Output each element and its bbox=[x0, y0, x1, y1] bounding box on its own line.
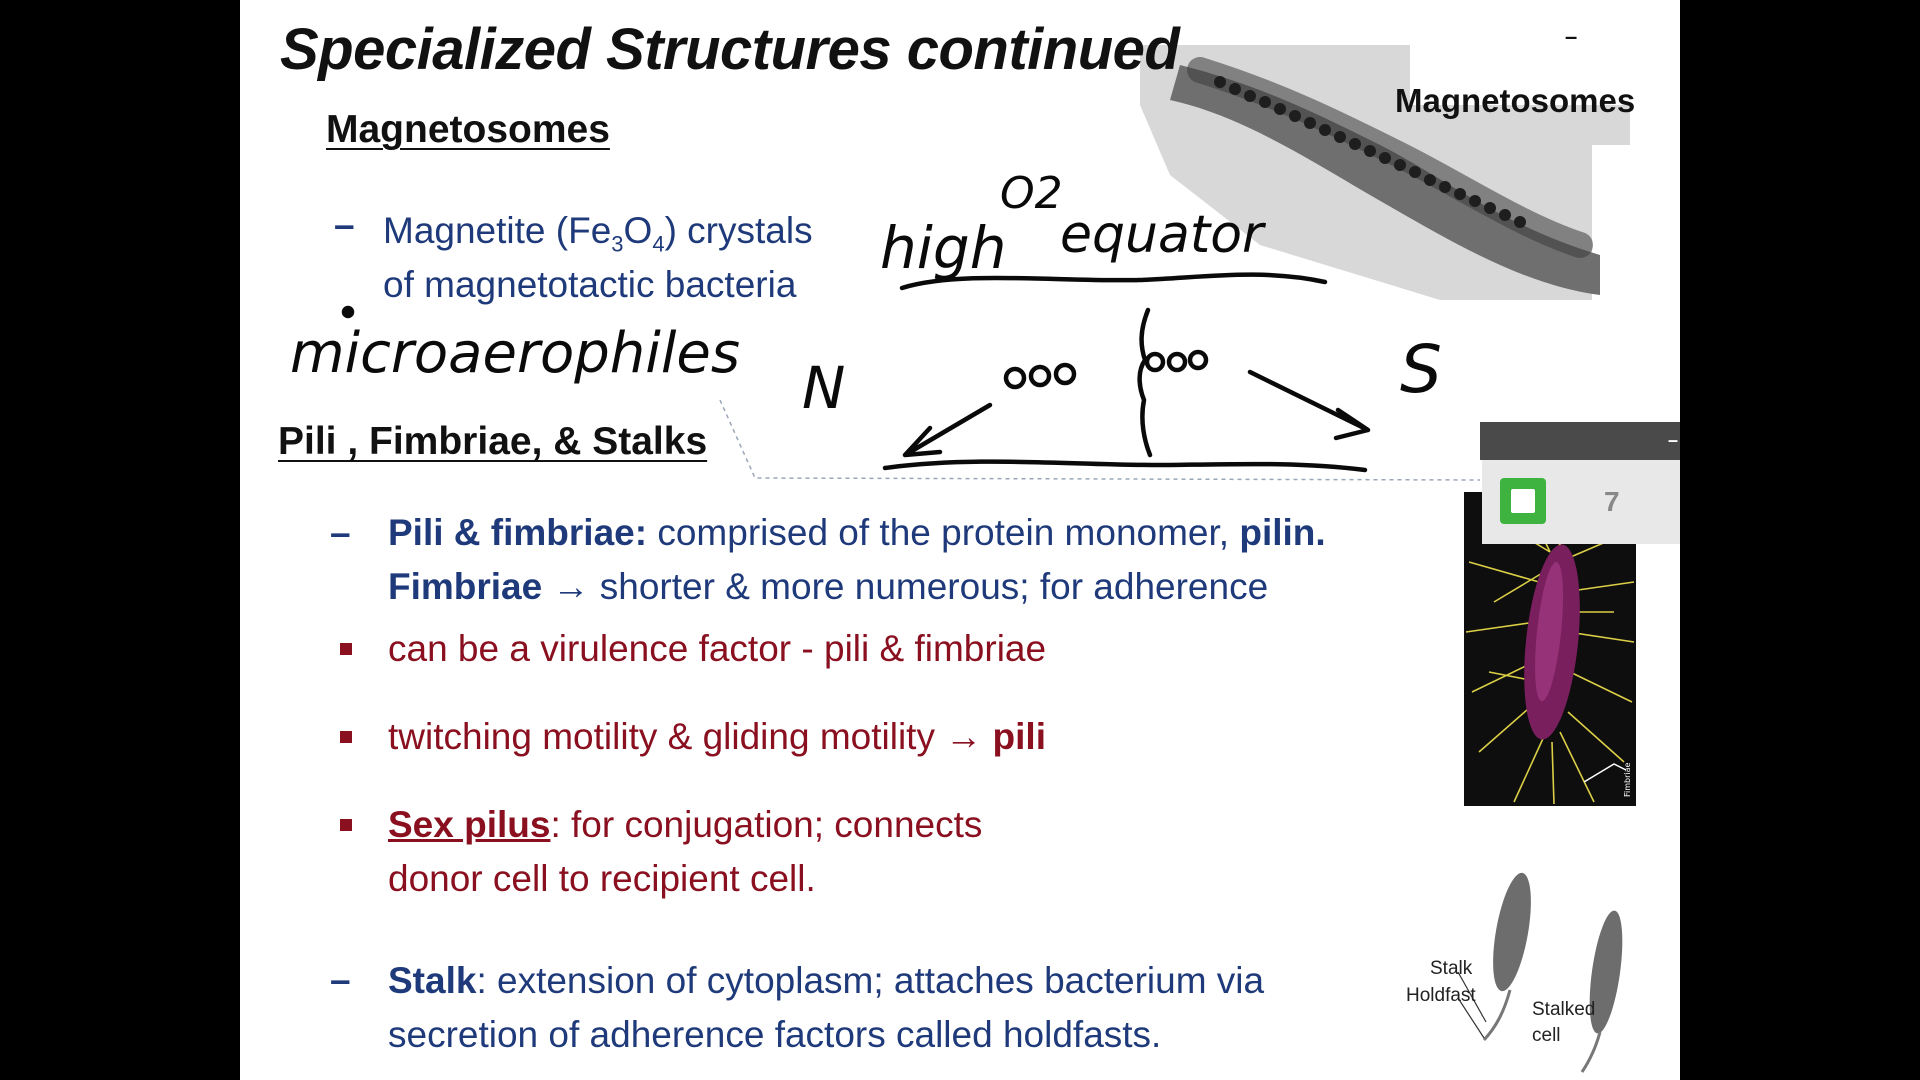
slide: Magnetosomes Specialized Structures cont… bbox=[240, 0, 1680, 1080]
stalked-label: Stalked bbox=[1532, 999, 1595, 1020]
fimbriae-micrograph: Fimbriae bbox=[1464, 492, 1636, 806]
motility-line: twitching motility & gliding motility → … bbox=[388, 716, 1046, 757]
stalk-diagram: Stalk Holdfast Stalked cell bbox=[1406, 872, 1623, 1073]
stalk-line-1: Stalk: extension of cytoplasm; attaches … bbox=[388, 960, 1265, 1001]
magnetosome-micrograph bbox=[1140, 45, 1680, 300]
handwritten-o2: O2 bbox=[1000, 168, 1063, 219]
magnetite-line-2: of magnetotactic bacteria bbox=[383, 264, 797, 305]
handwritten-equator: equator bbox=[1060, 205, 1267, 265]
handwritten-north: N bbox=[802, 354, 845, 422]
square-bullet bbox=[340, 643, 352, 655]
stalk-line-2: secretion of adherence factors called ho… bbox=[388, 1014, 1162, 1055]
virulence-factor: can be a virulence factor - pili & fimbr… bbox=[388, 628, 1047, 669]
square-bullet bbox=[340, 819, 352, 831]
pili-fimbriae-line-1: Pili & fimbriae: comprised of the protei… bbox=[388, 512, 1326, 553]
sex-pilus-line-2: donor cell to recipient cell. bbox=[388, 858, 816, 899]
arrow-icon: → bbox=[945, 716, 983, 757]
panel-header[interactable] bbox=[1480, 422, 1680, 460]
magnetite-line-1: Magnetite (Fe3O4) crystals bbox=[383, 210, 813, 257]
arrow-icon: → bbox=[552, 566, 590, 607]
floating-panel: – 7 bbox=[1480, 422, 1680, 544]
handwritten-microaerophiles: microaerophiles bbox=[290, 321, 740, 386]
corner-mark: – bbox=[1565, 24, 1578, 49]
equator-underline bbox=[899, 272, 1328, 291]
square-bullet bbox=[340, 731, 352, 743]
handwritten-south: S bbox=[1400, 331, 1442, 408]
cell-label: cell bbox=[1532, 1025, 1561, 1046]
magnetosomes-image-label: Magnetosomes bbox=[1395, 82, 1636, 119]
sex-pilus-line-1: Sex pilus: for conjugation; connects bbox=[388, 804, 983, 845]
pili-fimbriae-line-2: Fimbriae → shorter & more numerous; for … bbox=[388, 566, 1269, 607]
slide-number: 7 bbox=[1604, 486, 1620, 517]
fimbriae-image-label: Fimbriae bbox=[1623, 762, 1632, 797]
dash-bullet: – bbox=[334, 204, 355, 245]
stalk-label: Stalk bbox=[1430, 958, 1473, 979]
slide-title: Specialized Structures continued bbox=[280, 17, 1180, 82]
handwritten-annotations: high O2 equator microaerophiles N S bbox=[290, 168, 1481, 481]
pili-heading: Pili , Fimbriae, & Stalks bbox=[278, 420, 708, 463]
minimize-button[interactable]: – bbox=[1668, 430, 1679, 450]
holdfast-label: Holdfast bbox=[1406, 985, 1476, 1006]
magnetosomes-heading: Magnetosomes bbox=[326, 108, 610, 151]
dash-bullet: – bbox=[330, 512, 351, 553]
dash-bullet: – bbox=[330, 959, 351, 1000]
handwritten-high: high bbox=[880, 214, 1006, 282]
green-square-icon[interactable] bbox=[1500, 478, 1546, 524]
